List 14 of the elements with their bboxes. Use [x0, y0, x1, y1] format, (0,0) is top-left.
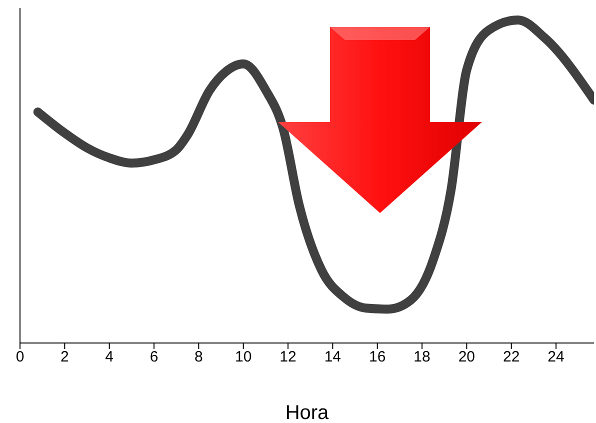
x-tick-label: 24 — [548, 348, 564, 366]
x-tick-label: 0 — [16, 348, 24, 366]
x-tick-label: 8 — [194, 348, 203, 366]
x-tick-label: 22 — [503, 348, 520, 366]
x-tick-label: 14 — [324, 348, 342, 366]
x-axis-title: Hora — [285, 402, 330, 423]
x-tick-label: 2 — [60, 348, 69, 366]
x-tick-label: 16 — [369, 348, 386, 366]
x-tick-label: 6 — [150, 348, 158, 366]
x-tick-label: 20 — [458, 348, 476, 366]
x-tick-label: 12 — [280, 348, 296, 366]
x-tick-label: 10 — [235, 348, 252, 366]
x-tick-label: 18 — [414, 348, 430, 366]
x-tick-label: 4 — [105, 348, 114, 366]
